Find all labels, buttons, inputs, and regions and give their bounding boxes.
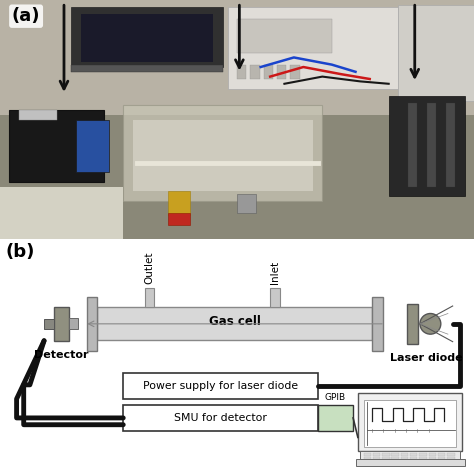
Bar <box>408 103 417 187</box>
Bar <box>168 213 190 225</box>
Bar <box>428 453 436 456</box>
Bar <box>264 64 273 79</box>
Bar <box>133 120 313 191</box>
Bar <box>410 453 418 456</box>
Bar <box>237 194 256 213</box>
Bar <box>237 64 246 79</box>
Bar <box>123 373 318 399</box>
Text: Detector: Detector <box>35 350 89 360</box>
Text: (b): (b) <box>6 243 35 261</box>
Bar <box>447 456 455 459</box>
Bar <box>419 453 427 456</box>
Bar <box>123 405 318 431</box>
Bar <box>373 453 380 456</box>
Bar <box>392 453 399 456</box>
Bar <box>428 456 436 459</box>
Text: Laser diode: Laser diode <box>390 353 463 363</box>
Bar <box>373 456 380 459</box>
Bar <box>427 103 436 187</box>
Text: GPIB: GPIB <box>325 393 346 402</box>
Bar <box>410 456 418 459</box>
Bar <box>401 456 408 459</box>
Bar <box>270 288 280 308</box>
Bar <box>389 96 465 196</box>
Bar <box>419 456 427 459</box>
Bar <box>392 456 399 459</box>
Bar <box>237 19 332 53</box>
Bar <box>123 105 322 201</box>
Bar <box>447 453 455 456</box>
Text: SMU for detector: SMU for detector <box>174 413 267 423</box>
Bar <box>438 453 445 456</box>
Bar <box>19 110 57 120</box>
Bar <box>145 288 154 308</box>
Bar <box>401 453 408 456</box>
Bar <box>81 14 213 62</box>
Bar <box>438 456 445 459</box>
Bar <box>382 453 390 456</box>
Bar <box>228 7 398 89</box>
Bar <box>71 7 223 67</box>
Bar <box>69 318 78 329</box>
Bar <box>372 297 383 351</box>
Text: Inlet: Inlet <box>270 261 280 284</box>
Bar <box>446 103 455 187</box>
Bar <box>71 64 223 72</box>
Bar <box>76 120 109 173</box>
Bar <box>54 307 69 341</box>
Text: Gas cell: Gas cell <box>209 315 261 328</box>
Text: (a): (a) <box>12 7 40 25</box>
Bar <box>97 308 372 340</box>
Circle shape <box>420 313 441 334</box>
Bar <box>277 64 286 79</box>
Bar <box>87 297 97 351</box>
Bar <box>364 453 371 456</box>
Bar <box>0 187 123 239</box>
Bar <box>168 191 190 215</box>
Bar <box>290 64 300 79</box>
Bar <box>360 451 460 460</box>
Bar <box>364 456 371 459</box>
Bar <box>358 393 462 451</box>
Text: Power supply for laser diode: Power supply for laser diode <box>143 381 298 391</box>
Bar <box>250 64 260 79</box>
Bar <box>318 405 353 431</box>
Bar <box>364 400 456 447</box>
Bar <box>356 459 465 465</box>
Bar <box>398 5 474 100</box>
Bar <box>0 115 474 239</box>
Bar <box>9 110 104 182</box>
Bar <box>382 456 390 459</box>
Text: Outlet: Outlet <box>144 251 155 284</box>
Bar <box>407 304 418 344</box>
Bar <box>44 319 54 328</box>
